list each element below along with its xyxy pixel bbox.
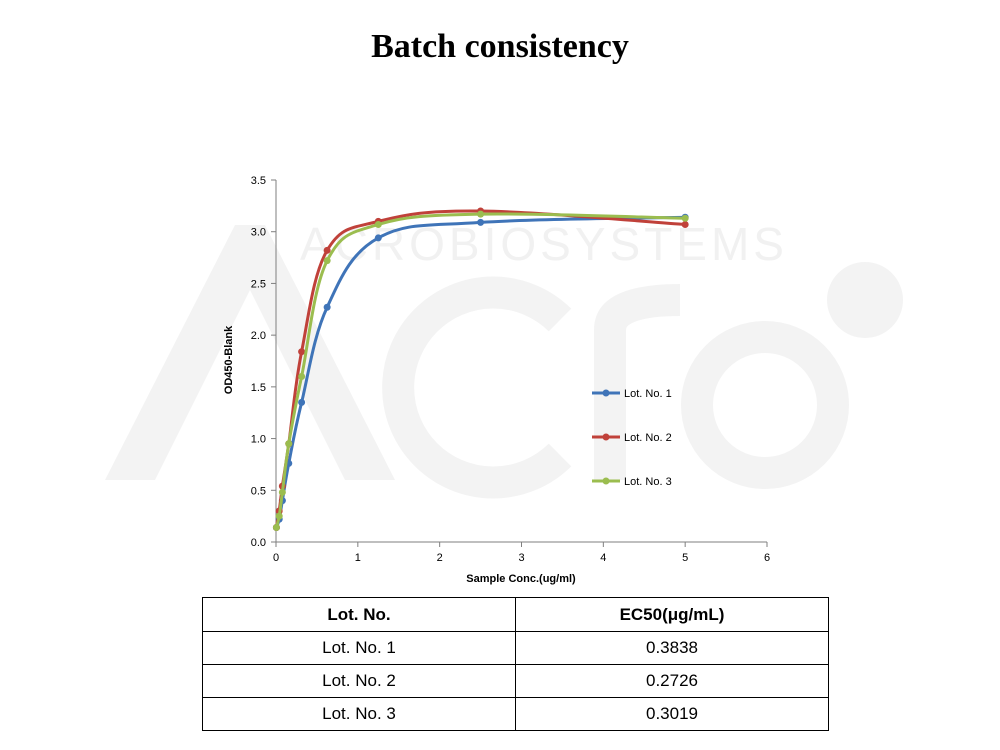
data-point [278, 488, 286, 496]
legend-swatch-point [602, 477, 610, 485]
data-point [323, 303, 331, 311]
y-tick-label: 3.0 [251, 227, 266, 239]
axes: 0 1 2 3 4 5 6 0.0 0.5 1.0 1.5 2.0 2.5 3.0 3.5 [251, 175, 770, 564]
ec50-cell: 0.2726 [515, 664, 829, 698]
x-tick-label: 4 [600, 552, 606, 564]
y-tick-label: 1.5 [251, 382, 266, 394]
x-tick-label: 1 [355, 552, 361, 564]
y-tick-label: 2.5 [251, 278, 266, 290]
lot-cell: Lot. No. 1 [202, 631, 516, 665]
line-chart: 0 1 2 3 4 5 6 0.0 0.5 1.0 1.5 2.0 2.5 3.0 3.5 Lot. No.… [223, 175, 770, 585]
y-axis-label: OD450-Blank [223, 325, 235, 394]
legend-entry-1: Lot. No. 1 [592, 388, 672, 400]
x-tick-label: 0 [273, 552, 279, 564]
legend-label: Lot. No. 3 [624, 476, 672, 488]
legend-swatch-point [602, 433, 610, 441]
data-point [285, 440, 293, 448]
ec50-cell: 0.3019 [515, 697, 829, 731]
data-point [374, 220, 382, 228]
legend-swatch-point [602, 389, 610, 397]
data-point [323, 246, 331, 254]
y-tick-label: 1.0 [251, 434, 266, 446]
legend-entry-3: Lot. No. 3 [592, 476, 672, 488]
data-point [298, 373, 306, 381]
table-row: Lot. No. 2 0.2726 [202, 664, 829, 698]
y-tick-label: 0.5 [251, 485, 266, 497]
y-tick-label: 3.5 [251, 175, 266, 187]
legend-entry-2: Lot. No. 2 [592, 432, 672, 444]
table-row: Lot. No. 3 0.3019 [202, 697, 829, 731]
ec50-cell: 0.3838 [515, 631, 829, 665]
table-row: Lot. No. 1 0.3838 [202, 631, 829, 665]
data-point [275, 512, 283, 520]
table-header-row: Lot. No. EC50(μg/mL) [202, 597, 829, 632]
series-layer [272, 207, 689, 532]
x-tick-label: 5 [682, 552, 688, 564]
data-point [272, 524, 280, 532]
data-point [681, 214, 689, 222]
data-point [477, 218, 485, 226]
legend-label: Lot. No. 2 [624, 432, 672, 444]
data-point [298, 398, 306, 406]
x-tick-label: 6 [764, 552, 770, 564]
page-title: Batch consistency [371, 28, 629, 65]
data-point [681, 220, 689, 228]
header-lot-no: Lot. No. [202, 597, 516, 632]
lot-cell: Lot. No. 3 [202, 697, 516, 731]
x-tick-label: 2 [437, 552, 443, 564]
data-point [477, 210, 485, 218]
x-tick-label: 3 [518, 552, 524, 564]
series-3 [272, 210, 689, 532]
data-point [323, 257, 331, 265]
ec50-table: Lot. No. EC50(μg/mL) Lot. No. 1 0.3838 L… [202, 597, 829, 731]
y-tick-label: 0.0 [251, 537, 266, 549]
legend: Lot. No. 1 Lot. No. 2 Lot. No. 3 [592, 388, 672, 488]
data-point [298, 348, 306, 356]
y-tick-label: 2.0 [251, 330, 266, 342]
x-axis-label: Sample Conc.(ug/ml) [466, 573, 576, 585]
lot-cell: Lot. No. 2 [202, 664, 516, 698]
data-point [374, 234, 382, 242]
header-ec50: EC50(μg/mL) [515, 597, 829, 632]
legend-label: Lot. No. 1 [624, 388, 672, 400]
